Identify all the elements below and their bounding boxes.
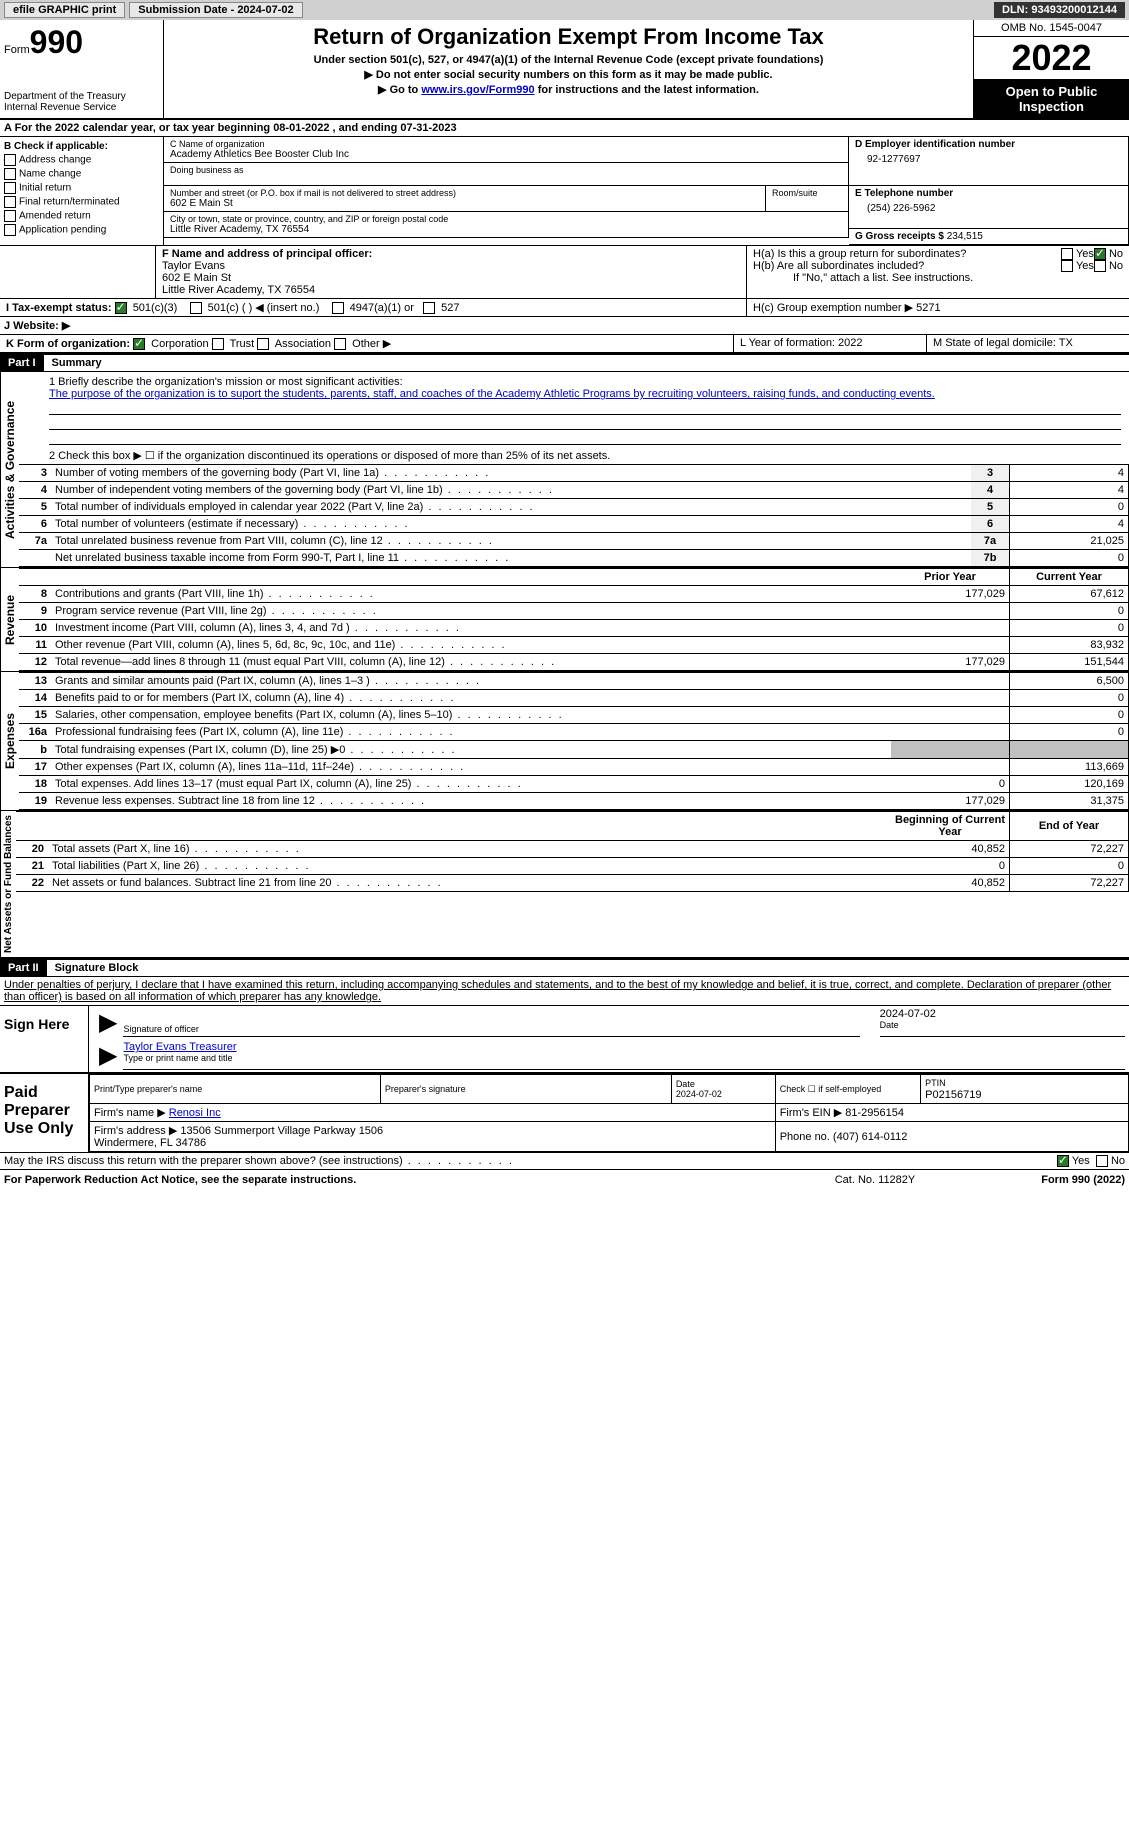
line-1-label: 1 Briefly describe the organization's mi… xyxy=(49,376,1121,388)
row-c: C Name of organizationAcademy Athletics … xyxy=(164,137,849,245)
netassets-section: Net Assets or Fund Balances Beginning of… xyxy=(0,811,1129,958)
line-2: 2 Check this box ▶ ☐ if the organization… xyxy=(19,447,1129,464)
mission-text: The purpose of the organization is to su… xyxy=(49,388,1121,400)
tab-expenses: Expenses xyxy=(0,672,19,810)
top-bar: efile GRAPHIC print Submission Date - 20… xyxy=(0,0,1129,20)
form-header: Form990 Department of the Treasury Inter… xyxy=(0,20,1129,120)
table-expenses: 13Grants and similar amounts paid (Part … xyxy=(19,672,1129,810)
discuss-row: May the IRS discuss this return with the… xyxy=(0,1153,1129,1170)
activities-section: Activities & Governance 1 Briefly descri… xyxy=(0,372,1129,568)
omb-number: OMB No. 1545-0047 xyxy=(974,20,1129,37)
tab-netassets: Net Assets or Fund Balances xyxy=(0,811,16,957)
irs-link[interactable]: www.irs.gov/Form990 xyxy=(421,84,534,96)
subtitle-2: Do not enter social security numbers on … xyxy=(168,68,969,81)
table-netassets: Beginning of Current YearEnd of Year20To… xyxy=(16,811,1129,892)
submission-btn[interactable]: Submission Date - 2024-07-02 xyxy=(129,2,302,18)
open-public: Open to Public Inspection xyxy=(974,80,1129,118)
declaration: Under penalties of perjury, I declare th… xyxy=(0,977,1129,1005)
row-d-e-g: D Employer identification number92-12776… xyxy=(849,137,1129,245)
subtitle-3: Go to www.irs.gov/Form990 for instructio… xyxy=(168,83,969,96)
row-j: J Website: ▶ xyxy=(0,317,1129,335)
row-i-hc: I Tax-exempt status: 501(c)(3) 501(c) ( … xyxy=(0,299,1129,317)
table-revenue: Prior YearCurrent Year8Contributions and… xyxy=(19,568,1129,671)
tab-revenue: Revenue xyxy=(0,568,19,671)
row-f-h: F Name and address of principal officer:… xyxy=(0,246,1129,299)
subtitle-1: Under section 501(c), 527, or 4947(a)(1)… xyxy=(168,54,969,66)
efile-btn[interactable]: efile GRAPHIC print xyxy=(4,2,125,18)
tab-activities: Activities & Governance xyxy=(0,372,19,567)
row-b: B Check if applicable: Address change Na… xyxy=(0,137,164,245)
form-label: Form xyxy=(4,44,30,56)
arrow-icon: ▶ xyxy=(93,1041,123,1070)
row-a: A For the 2022 calendar year, or tax yea… xyxy=(0,120,1129,137)
sign-here-block: Sign Here ▶ Signature of officer 2024-07… xyxy=(0,1005,1129,1073)
row-k-l-m: K Form of organization: Corporation Trus… xyxy=(0,335,1129,353)
expenses-section: Expenses 13Grants and similar amounts pa… xyxy=(0,672,1129,811)
revenue-section: Revenue Prior YearCurrent Year8Contribut… xyxy=(0,568,1129,672)
part-2-header: Part IISignature Block xyxy=(0,958,1129,977)
block-b-c-d: B Check if applicable: Address change Na… xyxy=(0,137,1129,246)
form-number: 990 xyxy=(30,24,83,60)
footer: For Paperwork Reduction Act Notice, see … xyxy=(0,1170,1129,1190)
dln-label: DLN: 93493200012144 xyxy=(994,2,1125,18)
dept-label: Department of the Treasury Internal Reve… xyxy=(4,91,159,113)
table-activities: 3Number of voting members of the governi… xyxy=(19,464,1129,567)
form-title: Return of Organization Exempt From Incom… xyxy=(168,24,969,50)
part-1-header: Part ISummary xyxy=(0,353,1129,372)
arrow-icon: ▶ xyxy=(93,1008,123,1037)
tax-year: 2022 xyxy=(974,37,1129,80)
paid-preparer-block: Paid Preparer Use Only Print/Type prepar… xyxy=(0,1073,1129,1153)
